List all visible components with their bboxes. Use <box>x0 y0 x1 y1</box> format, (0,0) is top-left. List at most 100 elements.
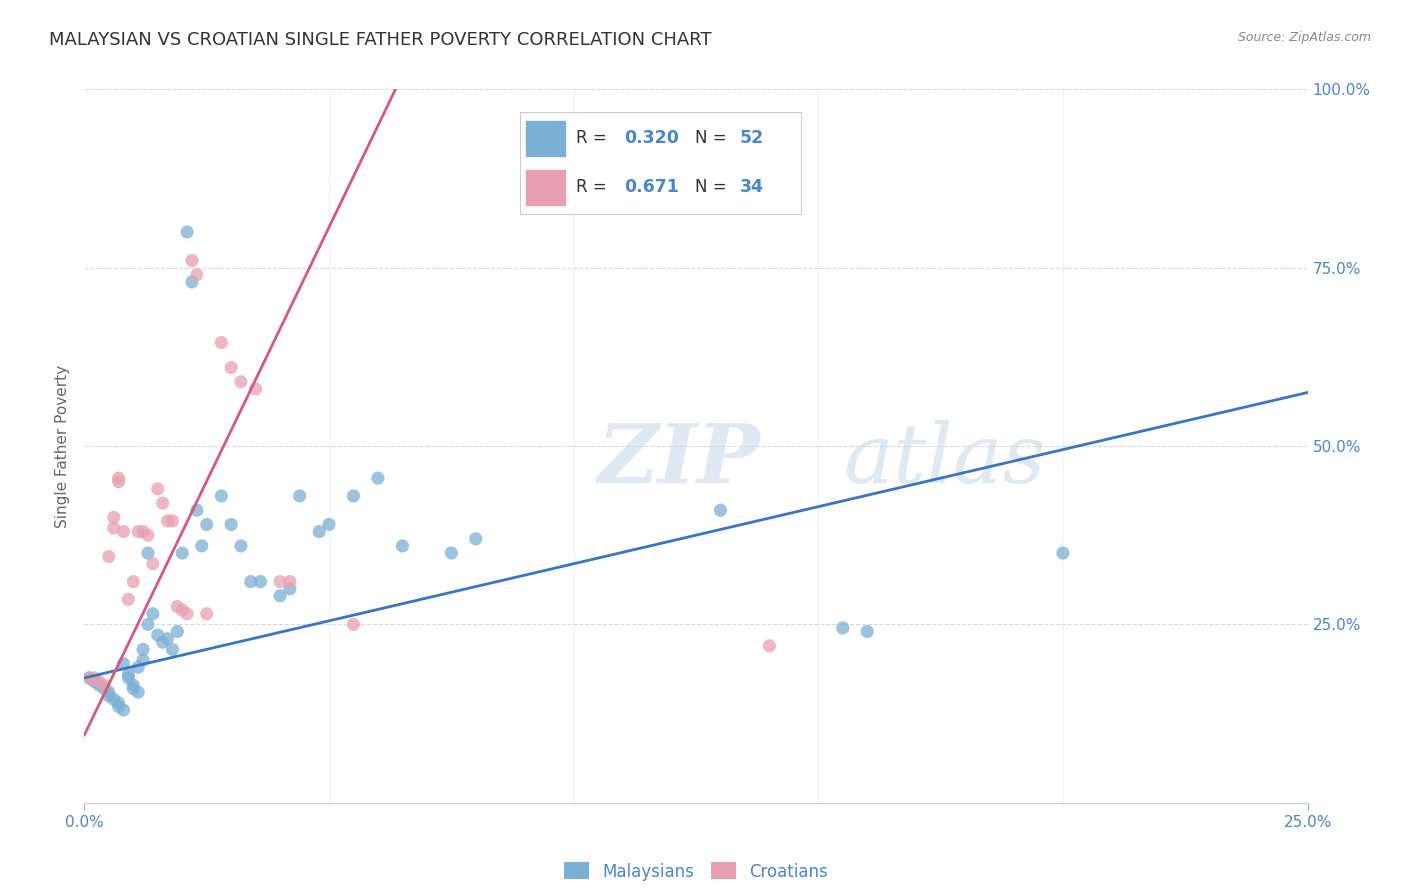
Point <box>146 628 169 642</box>
Point <box>127 685 149 699</box>
Point <box>209 489 232 503</box>
Point <box>152 635 174 649</box>
Text: 0.320: 0.320 <box>624 129 679 147</box>
Point <box>142 557 165 571</box>
Point <box>156 514 179 528</box>
Point <box>107 475 129 489</box>
Point <box>172 546 194 560</box>
Text: R =: R = <box>576 178 607 196</box>
Point <box>107 471 129 485</box>
Point <box>269 574 291 589</box>
Point <box>136 546 159 560</box>
Point <box>83 671 105 685</box>
Bar <box>526 120 565 155</box>
Point <box>132 642 155 657</box>
Point <box>112 657 135 671</box>
Point <box>342 489 364 503</box>
Point <box>176 607 198 621</box>
Text: N =: N = <box>695 178 725 196</box>
Point <box>440 546 463 560</box>
Point <box>186 268 208 282</box>
Point <box>269 589 291 603</box>
Text: N =: N = <box>695 129 725 147</box>
Point <box>97 549 120 564</box>
Point <box>391 539 413 553</box>
Point <box>103 521 125 535</box>
Point <box>117 592 139 607</box>
Point <box>342 617 364 632</box>
Point <box>107 699 129 714</box>
Point <box>318 517 340 532</box>
Point <box>136 528 159 542</box>
Point <box>152 496 174 510</box>
Text: MALAYSIAN VS CROATIAN SINGLE FATHER POVERTY CORRELATION CHART: MALAYSIAN VS CROATIAN SINGLE FATHER POVE… <box>49 31 711 49</box>
Point <box>758 639 780 653</box>
Point <box>191 539 214 553</box>
Point <box>219 517 242 532</box>
Text: atlas: atlas <box>842 420 1045 500</box>
Point <box>112 703 135 717</box>
Point <box>156 632 179 646</box>
Point <box>146 482 169 496</box>
Bar <box>526 170 565 205</box>
Point <box>103 692 125 706</box>
Point <box>142 607 165 621</box>
Point <box>288 489 311 503</box>
Point <box>709 503 731 517</box>
Point <box>219 360 242 375</box>
Point <box>229 375 252 389</box>
Point <box>209 335 232 350</box>
Point <box>132 524 155 539</box>
Point <box>856 624 879 639</box>
Point <box>103 510 125 524</box>
Point <box>87 674 110 689</box>
Point <box>122 681 145 696</box>
Point <box>97 689 120 703</box>
Point <box>127 524 149 539</box>
Point <box>249 574 271 589</box>
Point <box>112 524 135 539</box>
Point <box>308 524 330 539</box>
Point <box>93 681 115 696</box>
Point <box>132 653 155 667</box>
Point <box>117 667 139 681</box>
Y-axis label: Single Father Poverty: Single Father Poverty <box>55 365 70 527</box>
Point <box>464 532 486 546</box>
Point <box>77 671 100 685</box>
Point <box>136 617 159 632</box>
Point <box>122 678 145 692</box>
Point <box>176 225 198 239</box>
Point <box>229 539 252 553</box>
Point <box>127 660 149 674</box>
Point <box>181 275 204 289</box>
Point <box>195 517 218 532</box>
Point <box>831 621 853 635</box>
Text: Source: ZipAtlas.com: Source: ZipAtlas.com <box>1237 31 1371 45</box>
Point <box>239 574 262 589</box>
Legend: Malaysians, Croatians: Malaysians, Croatians <box>557 855 835 888</box>
Point <box>166 599 188 614</box>
Point <box>278 574 301 589</box>
Point <box>87 678 110 692</box>
Point <box>162 514 184 528</box>
Point <box>93 678 115 692</box>
Point <box>172 603 194 617</box>
Point <box>1052 546 1074 560</box>
Point <box>245 382 267 396</box>
Text: 52: 52 <box>740 129 763 147</box>
Point <box>122 574 145 589</box>
Point <box>162 642 184 657</box>
Point <box>166 624 188 639</box>
Text: 0.671: 0.671 <box>624 178 679 196</box>
Point <box>97 685 120 699</box>
Point <box>77 671 100 685</box>
Point <box>181 253 204 268</box>
Point <box>107 696 129 710</box>
Point <box>186 503 208 517</box>
Point <box>278 582 301 596</box>
Text: 34: 34 <box>740 178 763 196</box>
Text: ZIP: ZIP <box>598 420 761 500</box>
Text: R =: R = <box>576 129 607 147</box>
Point <box>367 471 389 485</box>
Point <box>195 607 218 621</box>
